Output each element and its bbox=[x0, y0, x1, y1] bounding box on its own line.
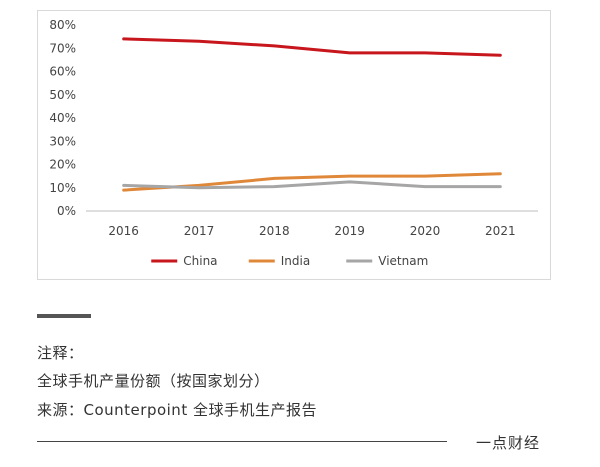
bottom-rule bbox=[37, 441, 447, 442]
y-tick-label: 20% bbox=[49, 158, 76, 172]
x-tick-label: 2018 bbox=[259, 224, 290, 238]
y-tick-label: 30% bbox=[49, 134, 76, 148]
y-tick-label: 50% bbox=[49, 88, 76, 102]
legend-label-vietnam: Vietnam bbox=[378, 254, 428, 268]
y-tick-label: 0% bbox=[57, 204, 76, 218]
x-tick-label: 2016 bbox=[108, 224, 139, 238]
brand-label: 一点财经 bbox=[476, 434, 541, 452]
notes-source: 来源：Counterpoint 全球手机生产报告 bbox=[37, 401, 317, 419]
y-tick-label: 10% bbox=[49, 181, 76, 195]
y-tick-label: 60% bbox=[49, 65, 76, 79]
legend-label-china: China bbox=[183, 254, 217, 268]
series-line-vietnam bbox=[122, 180, 502, 190]
legend-label-india: India bbox=[281, 254, 310, 268]
x-tick-label: 2020 bbox=[410, 224, 441, 238]
notes-label: 注释： bbox=[37, 344, 84, 362]
y-tick-label: 70% bbox=[49, 41, 76, 55]
y-tick-label: 80% bbox=[49, 18, 76, 32]
notes-caption: 全球手机产量份额（按国家划分） bbox=[37, 372, 270, 390]
x-tick-label: 2019 bbox=[334, 224, 365, 238]
x-tick-label: 2021 bbox=[485, 224, 516, 238]
series-line-china bbox=[122, 37, 502, 57]
section-divider bbox=[37, 314, 91, 318]
y-tick-label: 40% bbox=[49, 111, 76, 125]
x-tick-label: 2017 bbox=[184, 224, 215, 238]
chart-container: 0% 10% 20% 30% 40% 50% 60% 70% 80% 2016 2017 2018 20… bbox=[37, 10, 551, 280]
line-chart: 0% 10% 20% 30% 40% 50% 60% 70% 80% 2016 2017 2018 20… bbox=[49, 18, 538, 268]
